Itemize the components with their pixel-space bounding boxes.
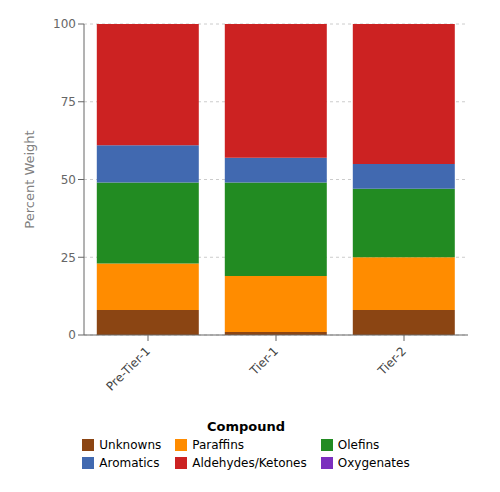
html-text:Oxygenates: Oxygenates (337, 456, 410, 470)
html-text:Paraffins: Paraffins (192, 438, 244, 452)
svg-text:Pre-Tier-1: Pre-Tier-1 (103, 344, 153, 394)
svg-text:Percent Weight: Percent Weight (22, 130, 37, 228)
html-text:Compound: Compound (207, 419, 285, 434)
svg-text:75: 75 (61, 95, 76, 109)
html-text:Unknowns: Unknowns (99, 438, 162, 452)
svg-text:Tier-2: Tier-2 (374, 344, 409, 379)
svg-text:0: 0 (68, 328, 76, 342)
svg-text:100: 100 (53, 17, 76, 31)
svg-text:50: 50 (61, 173, 76, 187)
svg-text:25: 25 (61, 251, 76, 265)
svg-text:Tier-1: Tier-1 (246, 344, 281, 379)
html-text:Olefins: Olefins (337, 438, 380, 452)
html-text:Aromatics: Aromatics (99, 456, 160, 470)
html-text:Aldehydes/Ketones: Aldehydes/Ketones (192, 456, 307, 470)
